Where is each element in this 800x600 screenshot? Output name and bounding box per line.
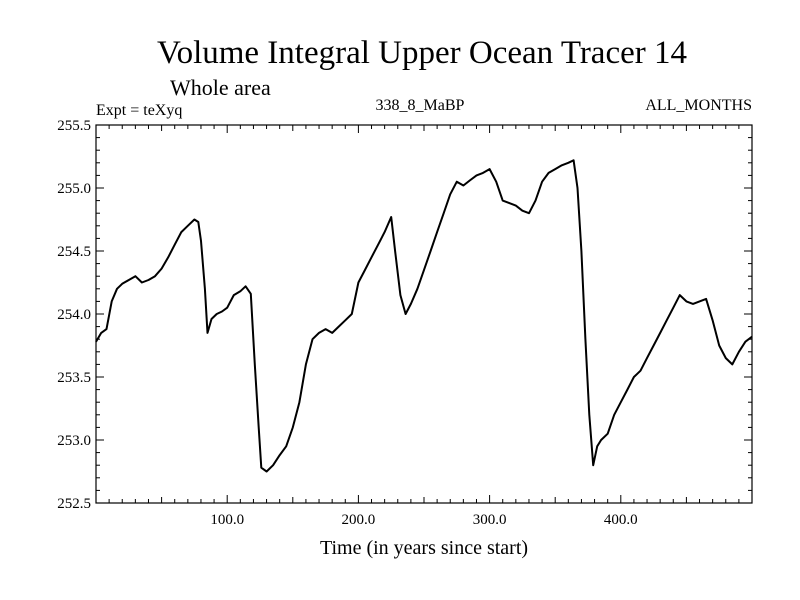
x-tick-label: 100.0 (210, 512, 244, 528)
y-tick-label: 255.5 (57, 118, 91, 134)
plot-frame (95, 124, 753, 504)
months-label: ALL_MONTHS (645, 97, 752, 114)
run-label: 338_8_MaBP (376, 97, 465, 114)
expt-label: Expt = teXyq (96, 102, 182, 119)
y-tick-label: 255.0 (57, 181, 91, 197)
x-axis-label: Time (in years since start) (320, 537, 528, 559)
y-tick-label: 254.5 (57, 244, 91, 260)
axes: 100.0 200.0 300.0 400.0 252.5 253.0 253.5 254.0… (57, 118, 752, 528)
y-tick-label: 252.5 (57, 496, 91, 512)
x-tick-label: 300.0 (473, 512, 507, 528)
x-tick-label: 200.0 (342, 512, 376, 528)
x-tick-label: 400.0 (604, 512, 638, 528)
chart-title: Volume Integral Upper Ocean Tracer 14 (157, 35, 687, 71)
y-tick-label: 253.0 (57, 433, 91, 449)
series-line (95, 159, 753, 473)
chart-subtitle: Whole area (170, 75, 271, 100)
y-tick-label: 253.5 (57, 370, 91, 386)
series-layer (95, 159, 753, 473)
y-tick-label: 254.0 (57, 307, 91, 323)
